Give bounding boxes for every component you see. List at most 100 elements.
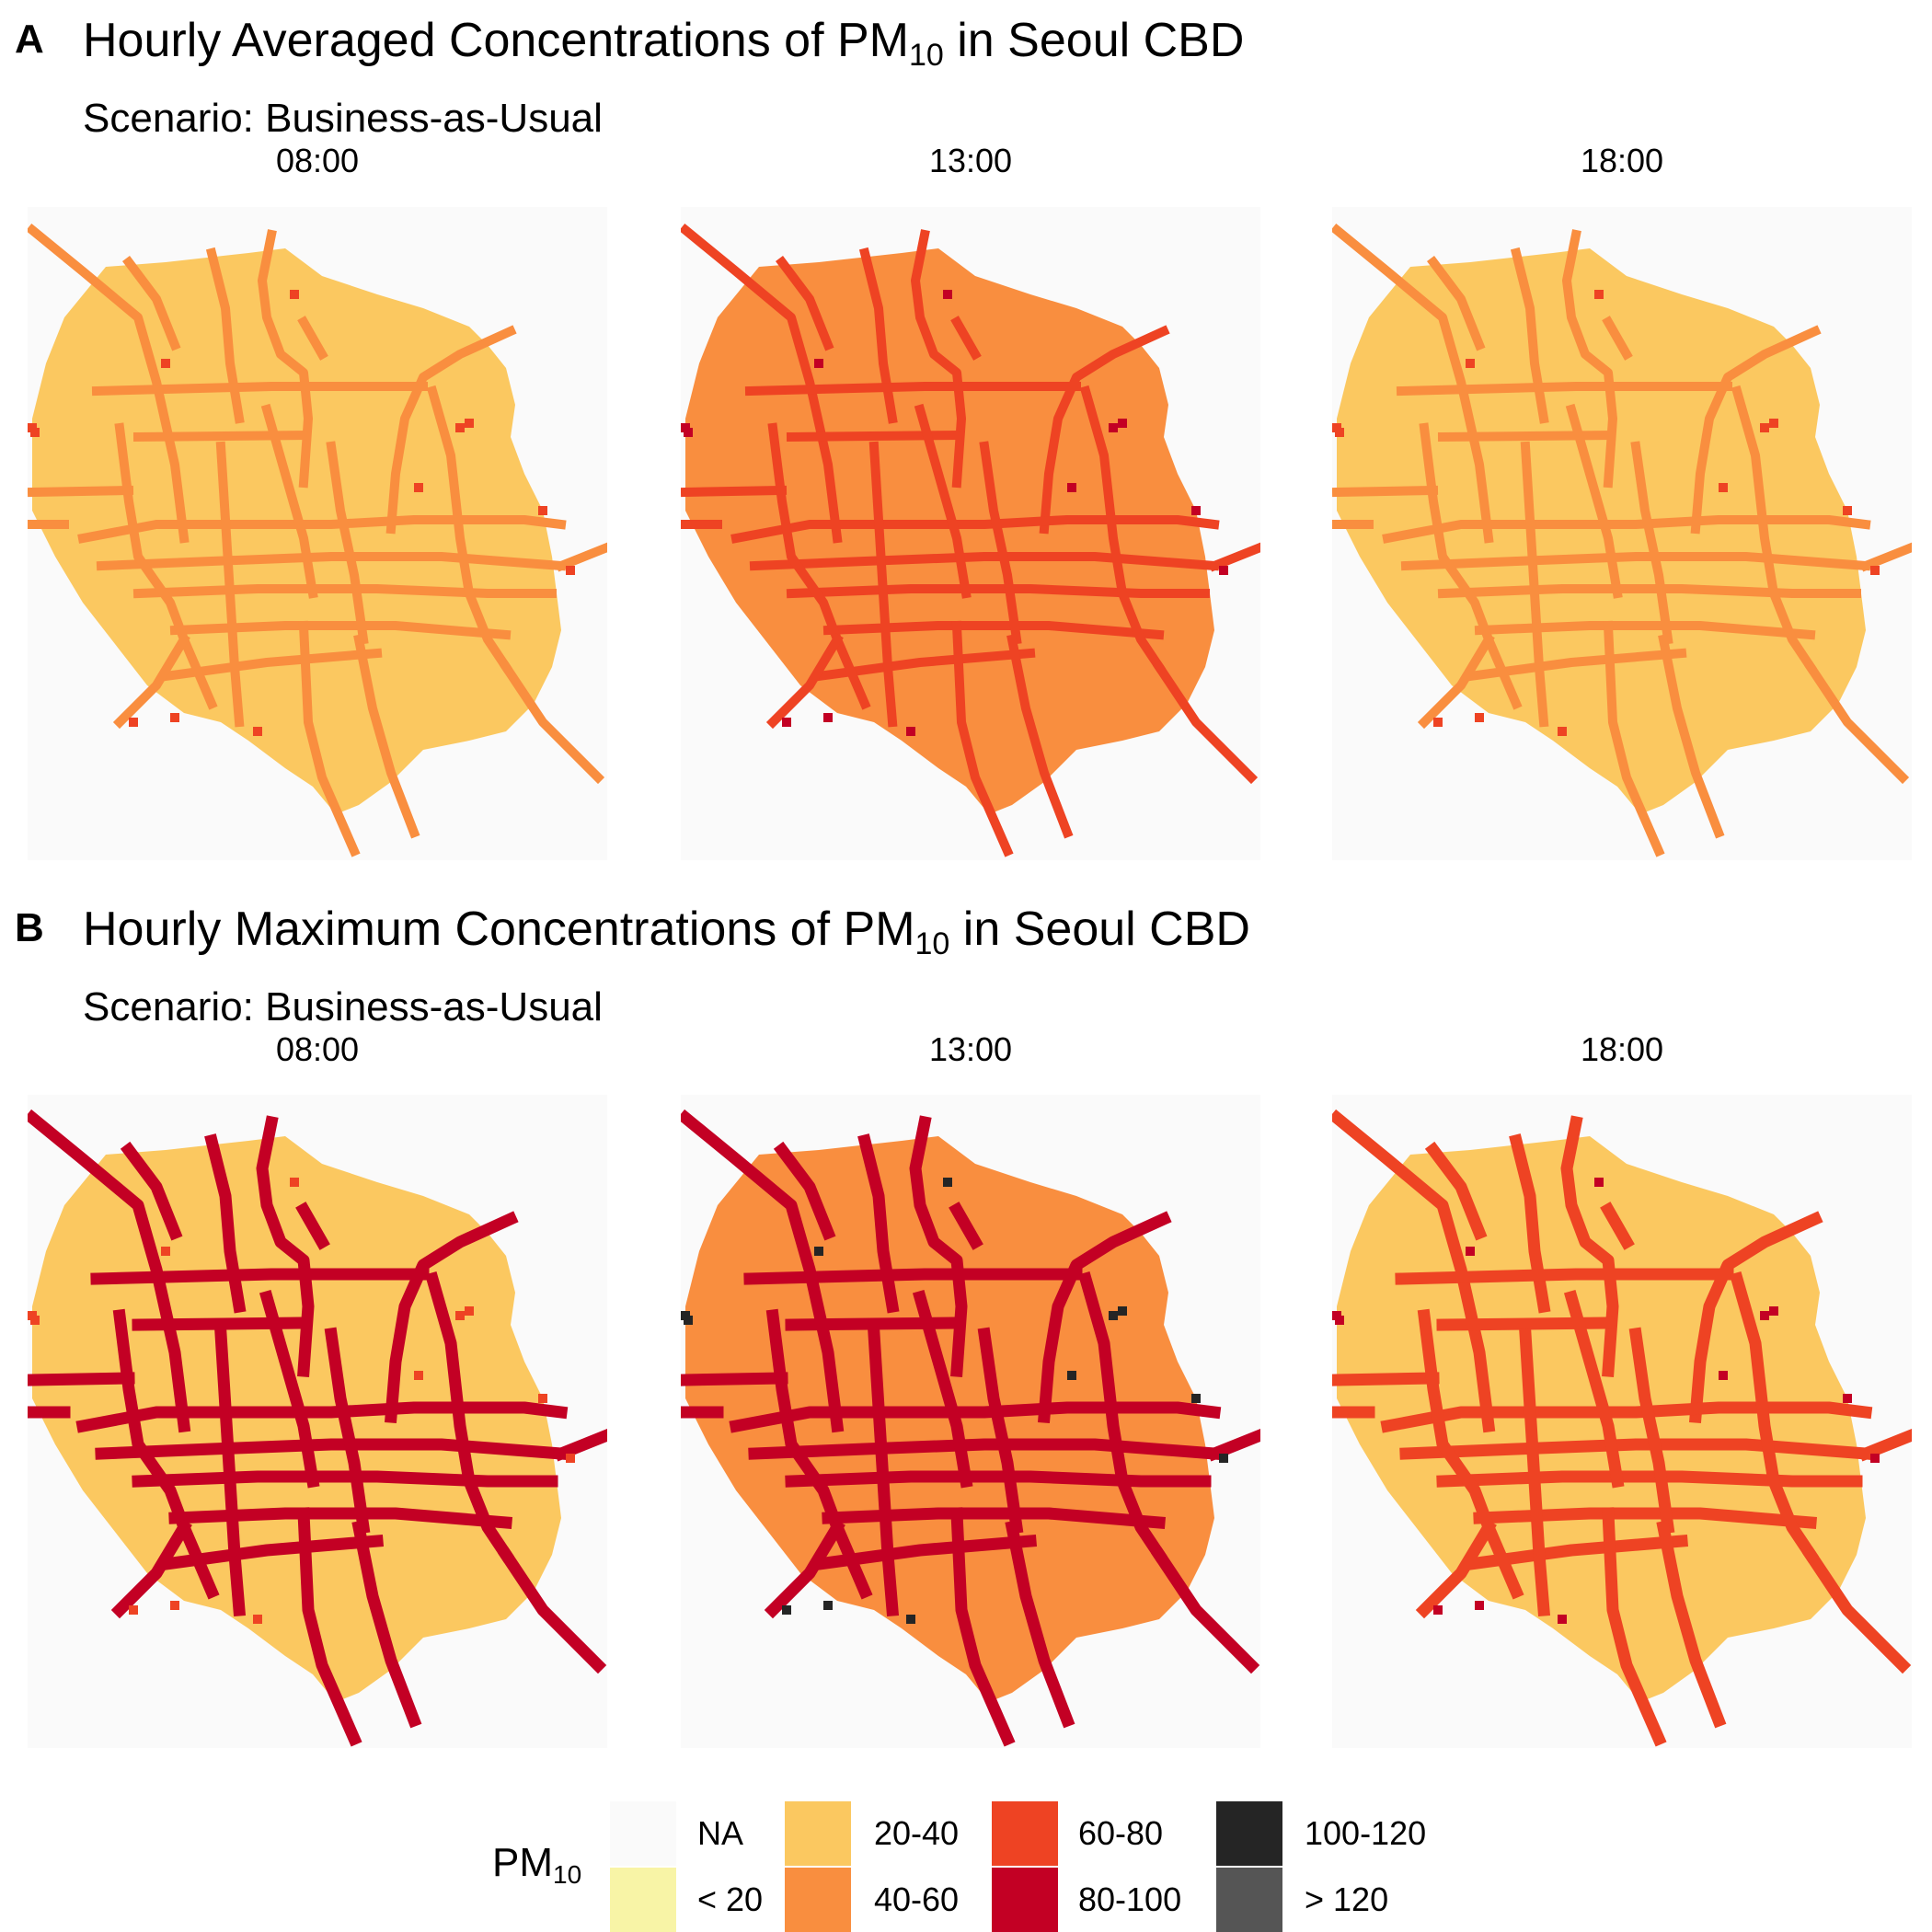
panel-a-title: Hourly Averaged Concentrations of PM10 i… (83, 13, 1244, 74)
panel-a-letter: A (15, 17, 44, 62)
road-segment (1419, 422, 1523, 710)
road-segment (1424, 1141, 1488, 1241)
hotspot-cell (1843, 506, 1852, 515)
panel-a-subtitle: Scenario: Business-as-Usual (83, 96, 603, 141)
road-segment (767, 422, 871, 710)
hotspot-cell (684, 1316, 693, 1325)
road-segment (214, 1328, 247, 1617)
road-segment (681, 1109, 845, 1433)
hotspot-cell (455, 423, 465, 432)
road-segment (1039, 325, 1170, 535)
road-segment (743, 1268, 1083, 1285)
road-segment (1206, 1428, 1260, 1462)
legend-key-100-120 (1216, 1801, 1282, 1866)
legend-key-20-40 (785, 1801, 851, 1866)
road-segment (259, 1289, 320, 1489)
hotspot-cell (684, 428, 693, 437)
hotspot-cell (1335, 1316, 1344, 1325)
road-segment (295, 1202, 330, 1250)
panel-b-subtitle: Scenario: Business-as-Usual (83, 984, 603, 1029)
legend-label-100-120: 100-120 (1305, 1814, 1427, 1852)
hotspot-cell (906, 1615, 915, 1624)
road-segment (1520, 441, 1549, 728)
road-segment (979, 441, 1022, 645)
road-segment (297, 1507, 362, 1747)
legend-title-main: PM (492, 1840, 553, 1885)
hotspot-cell (1191, 506, 1201, 515)
road-segment (681, 1372, 788, 1386)
hotspot-cell (1760, 423, 1769, 432)
facet-label-a2: 13:00 (928, 142, 1013, 179)
legend-title: PM10 (492, 1840, 581, 1890)
hotspot-cell (906, 727, 915, 736)
road-segment (500, 661, 605, 785)
road-segment (555, 542, 607, 572)
hotspot-cell (1769, 419, 1778, 428)
road-segment (298, 620, 361, 857)
hotspot-cell (823, 1601, 833, 1610)
hotspot-cell (1109, 423, 1118, 432)
map-svg (681, 1109, 1260, 1747)
hotspot-cell (538, 506, 547, 515)
hotspot-cell (1466, 359, 1475, 368)
road-segment (764, 1519, 845, 1619)
road-segment (132, 584, 557, 599)
hotspot-cell (1433, 718, 1443, 727)
road-segment (1153, 661, 1259, 785)
hotspot-cell (1594, 290, 1604, 299)
road-segment (28, 485, 134, 498)
road-segment (1396, 382, 1732, 397)
road-segment (1332, 223, 1494, 544)
road-segment (112, 1308, 220, 1600)
road-segment (122, 256, 181, 351)
road-segment (911, 229, 966, 489)
hotspot-cell (414, 483, 423, 492)
road-segment (260, 403, 318, 599)
road-segment (75, 1401, 569, 1433)
legend-key-na (610, 1801, 676, 1866)
panel-b-title: Hourly Maximum Concentrations of PM10 in… (83, 902, 1250, 962)
hotspot-cell (1109, 1311, 1118, 1320)
road-segment (77, 515, 567, 544)
road-segment (765, 633, 844, 730)
road-segment (1037, 1211, 1172, 1424)
road-segment (90, 1268, 430, 1285)
facet-label-b2: 13:00 (928, 1030, 1013, 1068)
road-segment (1804, 661, 1910, 785)
hotspot-cell (1558, 727, 1567, 736)
hotspot-cell (455, 1311, 465, 1320)
hotspot-cell (253, 1615, 262, 1624)
hotspot-cell (414, 1371, 423, 1380)
road-segment (1399, 1438, 1872, 1460)
hotspot-cell (823, 713, 833, 722)
hotspot-cell (1870, 1454, 1880, 1463)
hotspot-cell (1719, 483, 1728, 492)
road-segment (385, 325, 517, 535)
map-panel-b-1300 (681, 1095, 1260, 1748)
legend-label-40-60: 40-60 (874, 1880, 960, 1918)
road-segment (424, 1271, 515, 1564)
road-segment (1628, 1327, 1675, 1535)
hotspot-cell (1475, 713, 1484, 722)
road-segment (776, 256, 834, 351)
road-segment (949, 1202, 983, 1250)
hotspot-cell (30, 1316, 40, 1325)
map-svg (28, 1109, 607, 1747)
road-segment (729, 1401, 1222, 1433)
road-segment (1857, 1428, 1912, 1462)
map-panel-a-0800 (28, 207, 607, 860)
road-segment (1603, 620, 1665, 857)
road-segment (1380, 1401, 1873, 1433)
road-segment (256, 1115, 315, 1377)
map-svg (1332, 1109, 1912, 1747)
map-panel-a-1800 (1332, 207, 1912, 860)
road-segment (1690, 325, 1822, 535)
road-segment (1801, 1546, 1912, 1674)
road-segment (914, 403, 972, 599)
legend-label-na: NA (697, 1814, 744, 1852)
hotspot-cell (1760, 1311, 1769, 1320)
road-segment (950, 316, 982, 361)
road-segment (1150, 1546, 1260, 1674)
map-panel-a-1300 (681, 207, 1260, 860)
road-segment (553, 1428, 607, 1462)
